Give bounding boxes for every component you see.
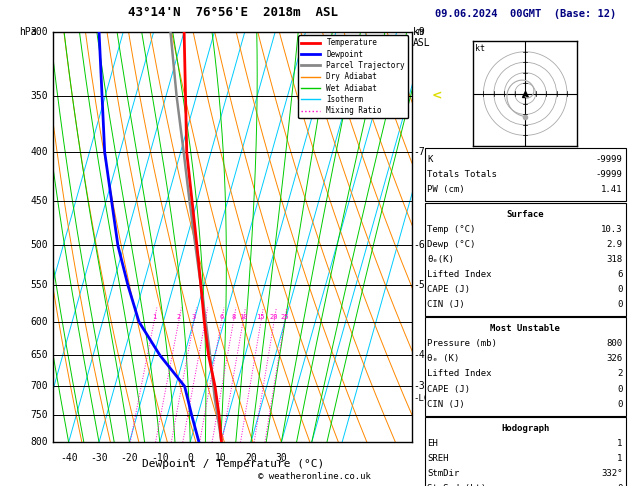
Text: <: < <box>432 349 442 362</box>
Text: CAPE (J): CAPE (J) <box>427 384 470 394</box>
Text: Surface: Surface <box>506 209 544 219</box>
Text: 700: 700 <box>30 382 48 391</box>
Text: 600: 600 <box>30 317 48 327</box>
Text: 2: 2 <box>617 369 623 379</box>
Text: -10: -10 <box>151 452 169 463</box>
Text: kt: kt <box>475 44 485 53</box>
Text: 10: 10 <box>214 452 226 463</box>
Text: 0: 0 <box>187 452 193 463</box>
Text: 6: 6 <box>617 270 623 279</box>
Text: EH: EH <box>427 439 438 448</box>
Text: 0: 0 <box>617 399 623 409</box>
Text: 300: 300 <box>30 27 48 36</box>
Text: K: K <box>427 155 433 164</box>
Text: Lifted Index: Lifted Index <box>427 369 492 379</box>
Text: 1.41: 1.41 <box>601 185 623 194</box>
Text: Dewp (°C): Dewp (°C) <box>427 240 476 249</box>
Text: 2.9: 2.9 <box>606 240 623 249</box>
Text: StmDir: StmDir <box>427 469 459 478</box>
Text: -6: -6 <box>413 241 425 250</box>
Text: km
ASL: km ASL <box>413 27 431 48</box>
Text: -20: -20 <box>121 452 138 463</box>
Text: -3: -3 <box>413 382 425 391</box>
Text: -5: -5 <box>413 280 425 290</box>
Text: Lifted Index: Lifted Index <box>427 270 492 279</box>
Text: 6: 6 <box>220 314 223 320</box>
Text: -4: -4 <box>413 350 425 360</box>
Text: 0: 0 <box>617 384 623 394</box>
Text: 10.3: 10.3 <box>601 225 623 234</box>
Text: 10: 10 <box>239 314 247 320</box>
Text: -40: -40 <box>60 452 77 463</box>
Text: 750: 750 <box>30 410 48 420</box>
Text: 1: 1 <box>617 439 623 448</box>
Text: Temp (°C): Temp (°C) <box>427 225 476 234</box>
Text: -9999: -9999 <box>596 155 623 164</box>
Text: 450: 450 <box>30 196 48 207</box>
Text: -7: -7 <box>413 147 425 157</box>
Text: 400: 400 <box>30 147 48 157</box>
Text: <: < <box>432 279 442 292</box>
Text: 20: 20 <box>245 452 257 463</box>
Text: 1: 1 <box>152 314 156 320</box>
Text: <: < <box>432 89 442 103</box>
Text: Pressure (mb): Pressure (mb) <box>427 339 497 348</box>
Text: <: < <box>432 239 442 252</box>
Text: <: < <box>432 380 442 393</box>
Text: 3: 3 <box>192 314 196 320</box>
Text: CIN (J): CIN (J) <box>427 399 465 409</box>
Text: 800: 800 <box>30 437 48 447</box>
Text: 332°: 332° <box>601 469 623 478</box>
Text: StmSpd (kt): StmSpd (kt) <box>427 484 486 486</box>
Text: 1: 1 <box>617 454 623 463</box>
Text: -LCL: -LCL <box>413 394 435 402</box>
Text: 0: 0 <box>617 484 623 486</box>
Text: 318: 318 <box>606 255 623 264</box>
Text: 0: 0 <box>617 300 623 309</box>
Text: 650: 650 <box>30 350 48 360</box>
Text: 4: 4 <box>203 314 207 320</box>
Text: 20: 20 <box>270 314 278 320</box>
Text: 09.06.2024  00GMT  (Base: 12): 09.06.2024 00GMT (Base: 12) <box>435 9 616 19</box>
Text: 0: 0 <box>617 285 623 294</box>
Text: CIN (J): CIN (J) <box>427 300 465 309</box>
Text: 25: 25 <box>280 314 289 320</box>
Text: θₑ (K): θₑ (K) <box>427 354 459 364</box>
Text: hPa: hPa <box>19 27 36 37</box>
Text: PW (cm): PW (cm) <box>427 185 465 194</box>
Text: © weatheronline.co.uk: © weatheronline.co.uk <box>258 472 371 481</box>
Text: 43°14'N  76°56'E  2018m  ASL: 43°14'N 76°56'E 2018m ASL <box>128 6 338 19</box>
Text: 30: 30 <box>276 452 287 463</box>
Text: θₑ(K): θₑ(K) <box>427 255 454 264</box>
Legend: Temperature, Dewpoint, Parcel Trajectory, Dry Adiabat, Wet Adiabat, Isotherm, Mi: Temperature, Dewpoint, Parcel Trajectory… <box>298 35 408 118</box>
Text: Most Unstable: Most Unstable <box>490 324 560 333</box>
Text: 2: 2 <box>177 314 181 320</box>
X-axis label: Dewpoint / Temperature (°C): Dewpoint / Temperature (°C) <box>142 459 324 469</box>
Text: 326: 326 <box>606 354 623 364</box>
Text: SREH: SREH <box>427 454 448 463</box>
Text: -30: -30 <box>90 452 108 463</box>
Text: -9: -9 <box>413 27 425 36</box>
Text: 550: 550 <box>30 280 48 290</box>
Text: CAPE (J): CAPE (J) <box>427 285 470 294</box>
Text: 350: 350 <box>30 91 48 101</box>
Text: Hodograph: Hodograph <box>501 424 549 433</box>
Text: Totals Totals: Totals Totals <box>427 170 497 179</box>
Text: -9999: -9999 <box>596 170 623 179</box>
Text: 8: 8 <box>231 314 235 320</box>
Text: Mixing Ratio (g/kg): Mixing Ratio (g/kg) <box>442 186 451 288</box>
Text: 800: 800 <box>606 339 623 348</box>
Text: 500: 500 <box>30 241 48 250</box>
Text: 15: 15 <box>257 314 265 320</box>
